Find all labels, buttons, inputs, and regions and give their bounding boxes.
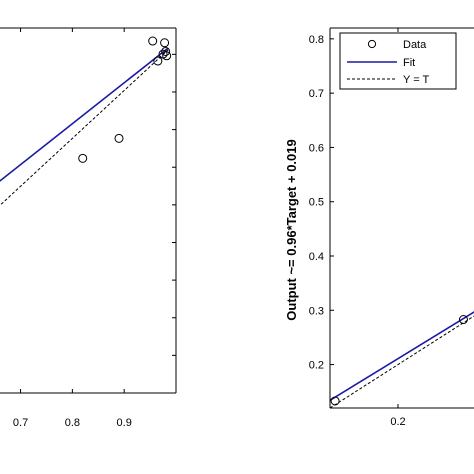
chart0-x-tick-label: 0.8	[65, 417, 80, 429]
left-plot-area	[0, 36, 172, 206]
right-chart: Output ~= 0.96*Target + 0.019 0.2 0.3 0.2 0…	[284, 27, 474, 428]
chart0-identity-line	[0, 49, 169, 206]
chart1-fit-line	[330, 311, 474, 401]
chart1-y-tick-label: 0.7	[309, 88, 324, 100]
chart1-x-tick-label: 0.2	[390, 416, 405, 428]
chart0-data-point	[78, 153, 88, 163]
chart1-y-tick-label: 0.6	[309, 142, 324, 154]
chart0-data-point	[153, 56, 163, 66]
chart1-data-point	[330, 396, 340, 406]
left-chart: 0.60.70.80.9	[0, 27, 177, 429]
chart0-data-point	[162, 51, 172, 61]
legend-box	[339, 32, 457, 90]
chart1-y-tick-label: 0.8	[309, 34, 324, 46]
legend-identity-label: Y = T	[403, 74, 429, 86]
chart1-y-tick-label: 0.3	[309, 305, 324, 317]
chart1-identity-line	[330, 315, 474, 408]
legend-data-marker	[367, 39, 377, 49]
left-ticks: 0.60.70.80.9	[13, 28, 176, 429]
right-plot-area	[330, 311, 474, 408]
chart0-fit-line	[0, 47, 169, 182]
right-ticks: 0.20.30.20.30.40.50.60.70.8	[309, 28, 406, 428]
chart0-x-tick-label: 0.9	[117, 417, 132, 429]
chart0-data-point	[114, 133, 124, 143]
right-y-axis-label: Output ~= 0.96*Target + 0.019	[284, 139, 299, 320]
legend-fit-label: Fit	[403, 57, 415, 69]
chart1-y-tick-label: 0.2	[309, 360, 324, 372]
chart0-data-point	[148, 36, 158, 46]
chart1-y-tick-label: 0.4	[309, 251, 324, 263]
legend-data-label: Data	[403, 39, 427, 51]
legend: Data Fit Y = T	[339, 32, 457, 90]
chart0-data-point	[161, 46, 171, 56]
chart0-x-tick-label: 0.7	[13, 417, 28, 429]
chart1-data-point	[458, 315, 468, 325]
chart0-data-point	[160, 38, 170, 48]
chart1-y-tick-label: 0.5	[309, 197, 324, 209]
